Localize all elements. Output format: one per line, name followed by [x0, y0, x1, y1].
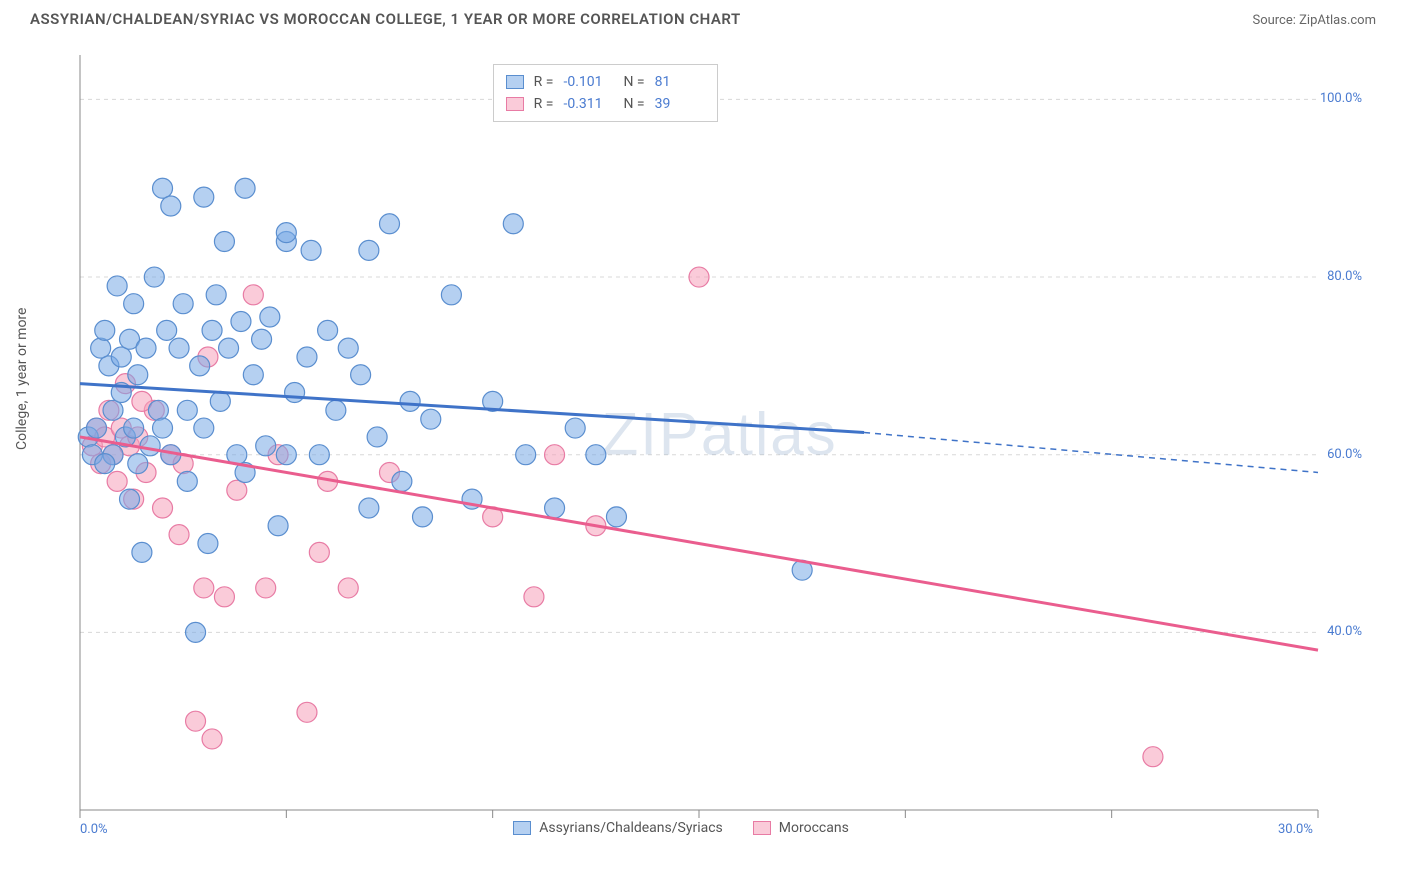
- series-legend-item: Assyrians/Chaldeans/Syriacs: [513, 820, 722, 836]
- svg-text:ZIPatlas: ZIPatlas: [602, 401, 838, 468]
- y-tick-label: 40.0%: [1327, 624, 1362, 639]
- legend-swatch-icon: [753, 821, 771, 835]
- source-prefix: Source:: [1252, 13, 1299, 28]
- y-tick-label: 80.0%: [1327, 269, 1362, 284]
- series-legend: Assyrians/Chaldeans/Syriacs Moroccans: [513, 820, 849, 836]
- chart-title: ASSYRIAN/CHALDEAN/SYRIAC VS MOROCCAN COL…: [30, 10, 741, 28]
- y-tick-label: 100.0%: [1320, 91, 1362, 106]
- legend-row: R = -0.311 N = 39: [506, 93, 705, 115]
- n-label: N =: [623, 93, 644, 115]
- r-label: R =: [534, 71, 554, 93]
- legend-swatch-icon: [513, 821, 531, 835]
- n-value: 39: [655, 93, 705, 115]
- x-tick-label: 0.0%: [80, 822, 108, 837]
- y-tick-label: 60.0%: [1327, 447, 1362, 462]
- scatter-plot-svg: ZIPatlas: [50, 45, 1370, 835]
- r-label: R =: [534, 93, 554, 115]
- series-legend-item: Moroccans: [753, 820, 849, 836]
- legend-row: R = -0.101 N = 81: [506, 71, 705, 93]
- n-value: 81: [655, 71, 705, 93]
- y-axis-label: College, 1 year or more: [14, 308, 30, 450]
- source-attribution: Source: ZipAtlas.com: [1252, 13, 1376, 28]
- legend-swatch-icon: [506, 97, 524, 111]
- r-value: -0.101: [563, 71, 613, 93]
- x-tick-label: 30.0%: [1278, 822, 1313, 837]
- r-value: -0.311: [563, 93, 613, 115]
- source-name: ZipAtlas.com: [1299, 13, 1376, 28]
- series-label: Moroccans: [779, 820, 849, 836]
- n-label: N =: [623, 71, 644, 93]
- chart-area: ZIPatlas 40.0% 60.0% 80.0% 100.0% 0.0% 30.0% R…: [50, 45, 1370, 835]
- legend-swatch-icon: [506, 75, 524, 89]
- correlation-legend: R = -0.101 N = 81 R = -0.311 N = 39: [493, 64, 718, 122]
- series-label: Assyrians/Chaldeans/Syriacs: [539, 820, 722, 836]
